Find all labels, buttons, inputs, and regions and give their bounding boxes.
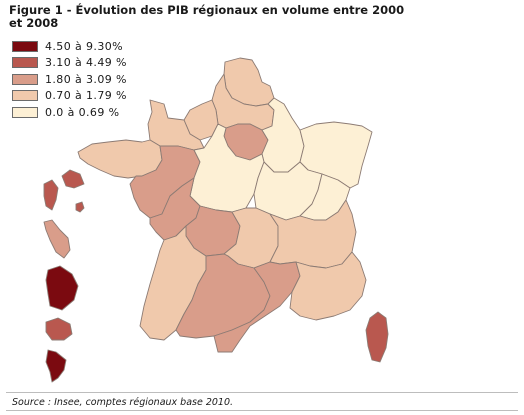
legend-swatch <box>12 40 38 52</box>
region-guadeloupe-east <box>61 169 85 189</box>
legend-label: 0.70 à 1.79 % <box>45 89 127 103</box>
legend: 4.50 à 9.30% 3.10 à 4.49 % 1.80 à 3.09 %… <box>12 38 127 121</box>
region-mayotte <box>45 349 67 383</box>
legend-swatch <box>12 90 38 102</box>
region-guadeloupe <box>43 179 59 211</box>
source-note: Source : Insee, comptes régionaux base 2… <box>12 397 234 408</box>
region-paca <box>289 251 367 321</box>
legend-item: 1.80 à 3.09 % <box>12 71 127 88</box>
divider <box>6 410 518 411</box>
legend-label: 3.10 à 4.49 % <box>45 56 127 70</box>
legend-label: 4.50 à 9.30% <box>45 39 123 53</box>
region-reunion <box>45 317 73 341</box>
region-guyane <box>45 265 79 311</box>
legend-label: 0.0 à 0.69 % <box>45 105 120 119</box>
region-bretagne <box>77 139 163 179</box>
divider <box>6 392 518 393</box>
legend-swatch <box>12 73 38 85</box>
legend-item: 0.70 à 1.79 % <box>12 88 127 105</box>
figure-title: Figure 1 - Évolution des PIB régionaux e… <box>9 3 405 30</box>
legend-item: 3.10 à 4.49 % <box>12 55 127 72</box>
legend-item: 4.50 à 9.30% <box>12 38 127 55</box>
legend-item: 0.0 à 0.69 % <box>12 104 127 121</box>
legend-swatch <box>12 57 38 69</box>
region-guadeloupe-islet <box>75 201 85 213</box>
legend-swatch <box>12 106 38 118</box>
region-corse <box>365 311 389 363</box>
region-martinique <box>43 219 71 259</box>
legend-label: 1.80 à 3.09 % <box>45 72 127 86</box>
